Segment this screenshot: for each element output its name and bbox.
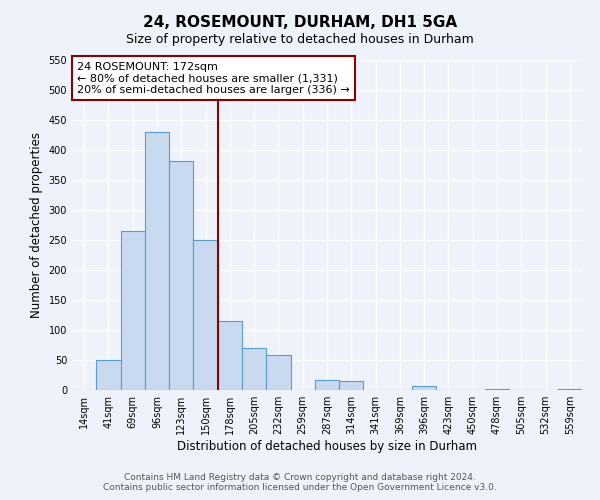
Bar (169, 161, 193, 390)
Text: 24 ROSEMOUNT: 172sqm
← 80% of detached houses are smaller (1,331)
20% of semi-de: 24 ROSEMOUNT: 172sqm ← 80% of detached h… (77, 62, 350, 95)
Bar (242, 348, 266, 390)
Bar (193, 240, 218, 390)
Text: 24, ROSEMOUNT, DURHAM, DH1 5GA: 24, ROSEMOUNT, DURHAM, DH1 5GA (143, 15, 457, 30)
Bar (121, 231, 145, 390)
Text: Contains HM Land Registry data © Crown copyright and database right 2024.
Contai: Contains HM Land Registry data © Crown c… (103, 473, 497, 492)
Y-axis label: Number of detached properties: Number of detached properties (30, 132, 43, 318)
Bar (96, 360, 121, 390)
Bar (412, 386, 436, 390)
Bar (218, 321, 242, 390)
X-axis label: Distribution of detached houses by size in Durham: Distribution of detached houses by size … (177, 440, 477, 453)
Bar (558, 389, 582, 390)
Bar (266, 355, 290, 390)
Bar (145, 132, 169, 390)
Bar (339, 381, 364, 390)
Bar (485, 389, 509, 390)
Text: Size of property relative to detached houses in Durham: Size of property relative to detached ho… (126, 32, 474, 46)
Bar (315, 380, 339, 390)
